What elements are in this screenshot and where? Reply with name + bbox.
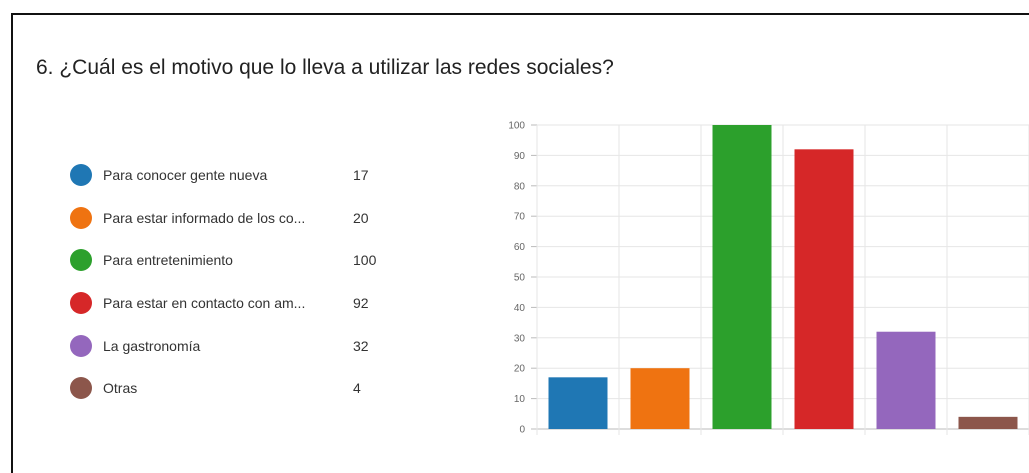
y-tick-label: 10	[514, 394, 526, 405]
legend-item[interactable]: Para estar en contacto con am... 92	[70, 282, 400, 325]
y-tick-label: 90	[514, 151, 526, 162]
legend-value: 17	[353, 167, 369, 184]
y-tick-label: 70	[514, 212, 526, 223]
bar	[630, 368, 690, 429]
legend-label: Para estar informado de los co...	[103, 209, 306, 226]
legend-label: La gastronomía	[103, 337, 201, 354]
legend-color-dot	[70, 249, 92, 272]
legend-item[interactable]: Otras 4	[70, 367, 400, 410]
legend-label: Otras	[103, 380, 138, 397]
legend: Para conocer gente nueva 17 Para estar inf…	[70, 154, 400, 410]
y-tick-label: 0	[519, 425, 525, 436]
legend-value: 100	[353, 252, 377, 269]
legend-label: Para estar en contacto con am...	[103, 295, 306, 312]
legend-label: Para entretenimiento	[103, 252, 233, 269]
legend-color-dot	[70, 377, 92, 400]
y-tick-label: 40	[514, 303, 526, 314]
bar	[548, 377, 608, 429]
y-tick-label: 30	[514, 333, 526, 344]
legend-value: 32	[353, 337, 369, 354]
legend-item[interactable]: Para estar informado de los co... 20	[70, 197, 400, 240]
bar	[958, 416, 1018, 429]
legend-value: 4	[353, 380, 361, 397]
bar	[876, 331, 936, 429]
y-tick-label: 20	[514, 364, 526, 375]
legend-item[interactable]: Para entretenimiento 100	[70, 239, 400, 282]
legend-color-dot	[70, 206, 92, 229]
bar	[794, 149, 854, 429]
question-title: 6. ¿Cuál es el motivo que lo lleva a uti…	[36, 56, 614, 79]
bar	[712, 125, 772, 429]
legend-value: 92	[353, 295, 369, 312]
legend-color-dot	[70, 292, 92, 315]
legend-label: Para conocer gente nueva	[103, 167, 268, 184]
bar-chart: 0 10 20 30 40 50 60 70 80 90 100	[508, 121, 1029, 436]
y-tick-label: 60	[514, 242, 526, 253]
y-tick-label: 80	[514, 181, 526, 192]
legend-value: 20	[353, 209, 369, 226]
legend-color-dot	[70, 334, 92, 357]
chart-frame	[11, 13, 1029, 473]
legend-color-dot	[70, 164, 92, 187]
y-tick-label: 50	[514, 273, 526, 284]
legend-item[interactable]: La gastronomía 32	[70, 324, 400, 367]
y-tick-label: 100	[508, 121, 525, 132]
legend-item[interactable]: Para conocer gente nueva 17	[70, 154, 400, 197]
